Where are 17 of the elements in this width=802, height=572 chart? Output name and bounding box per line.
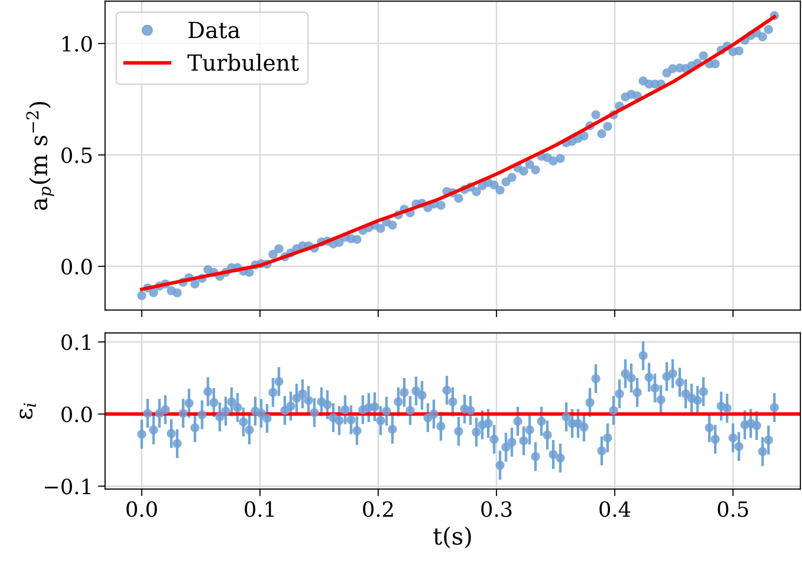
x-tick-label: 0.1 [244,501,274,517]
legend-label: Data [188,22,240,38]
y-tick-label: 0.5 [62,147,92,164]
x-tick-label: 0.4 [600,501,630,517]
x-tick-label: 0.5 [718,501,748,517]
x-axis-title: t(s) [433,526,471,548]
x-tick-label: 0.3 [481,501,512,517]
x-tick-label: 0.0 [126,501,157,517]
y-tick-label: −0.1 [44,478,90,494]
y-axis-title: a$_{p}$(m s$^{−2}$) [26,102,54,210]
x-tick-label: 0.2 [363,501,393,517]
y-tick-label: 0.0 [62,258,92,275]
y-tick-label: 0.1 [62,334,90,350]
legend-label: Turbulent [188,54,299,71]
y-tick-label: 1.0 [62,36,92,52]
y-tick-label: 0.0 [62,406,92,422]
y-axis-title: ε$_{i}$ [20,403,36,420]
